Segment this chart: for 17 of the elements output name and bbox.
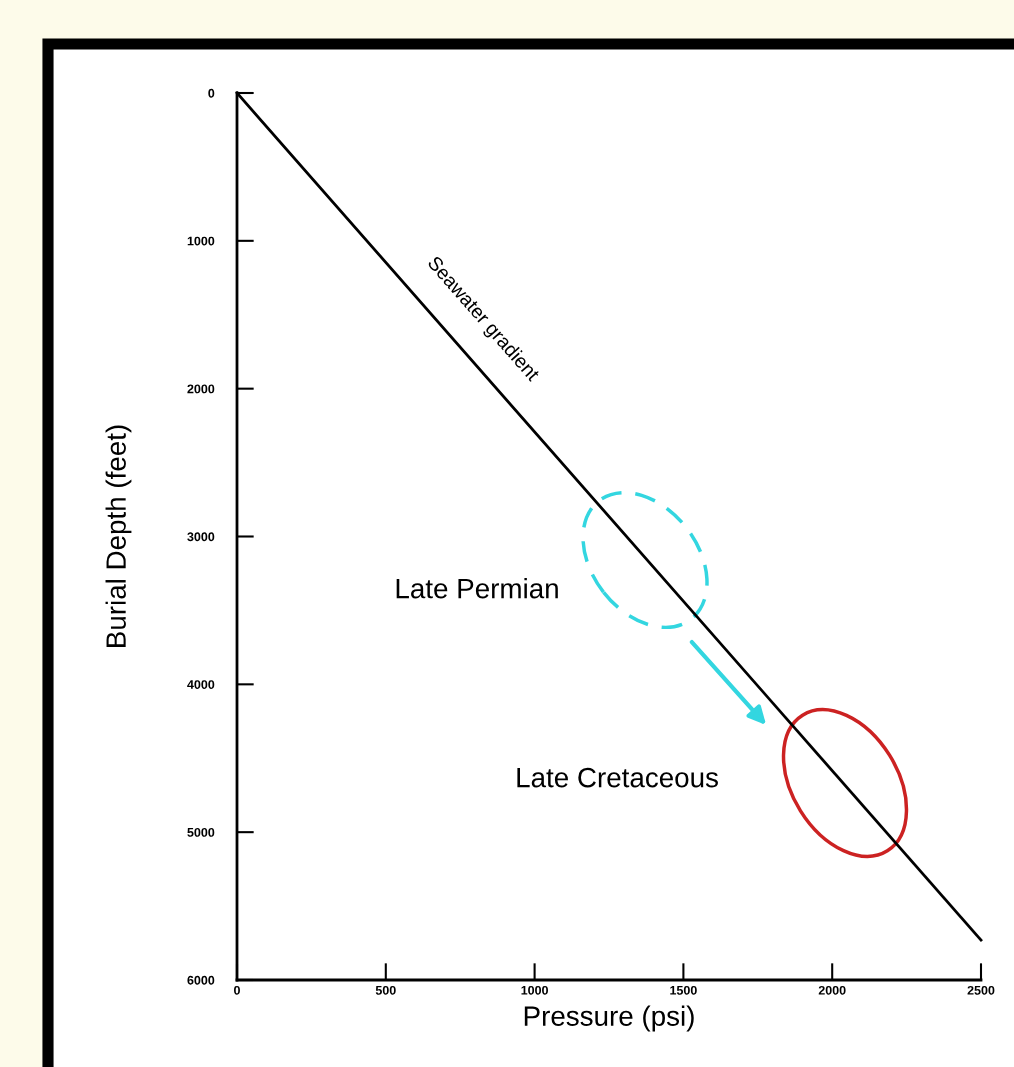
y-tick-label: 0 [208, 88, 215, 98]
annotation: Late Cretaceous [517, 767, 718, 788]
x-tick-label: 2500 [967, 985, 995, 995]
annotation: Late Permian [396, 578, 558, 599]
y-tick-label: 2000 [187, 384, 215, 394]
y-tick-label: 5000 [187, 827, 215, 837]
y-tick-label: 4000 [187, 680, 215, 689]
x-tick-label: 2000 [818, 985, 846, 995]
x-tick-label: 1500 [670, 985, 697, 995]
y-tick-label: 6000 [187, 975, 215, 985]
x-tick-label: 500 [375, 985, 396, 995]
y-tick-label: 3000 [187, 532, 215, 542]
x-tick-label: 1000 [521, 985, 548, 995]
x-tick-label: 0 [234, 985, 240, 995]
y-tick-label: 1000 [187, 236, 215, 246]
x-axis-title: Pressure (psi) [524, 1005, 694, 1032]
y-axis-title: Burial Depth (feet) [105, 425, 132, 647]
